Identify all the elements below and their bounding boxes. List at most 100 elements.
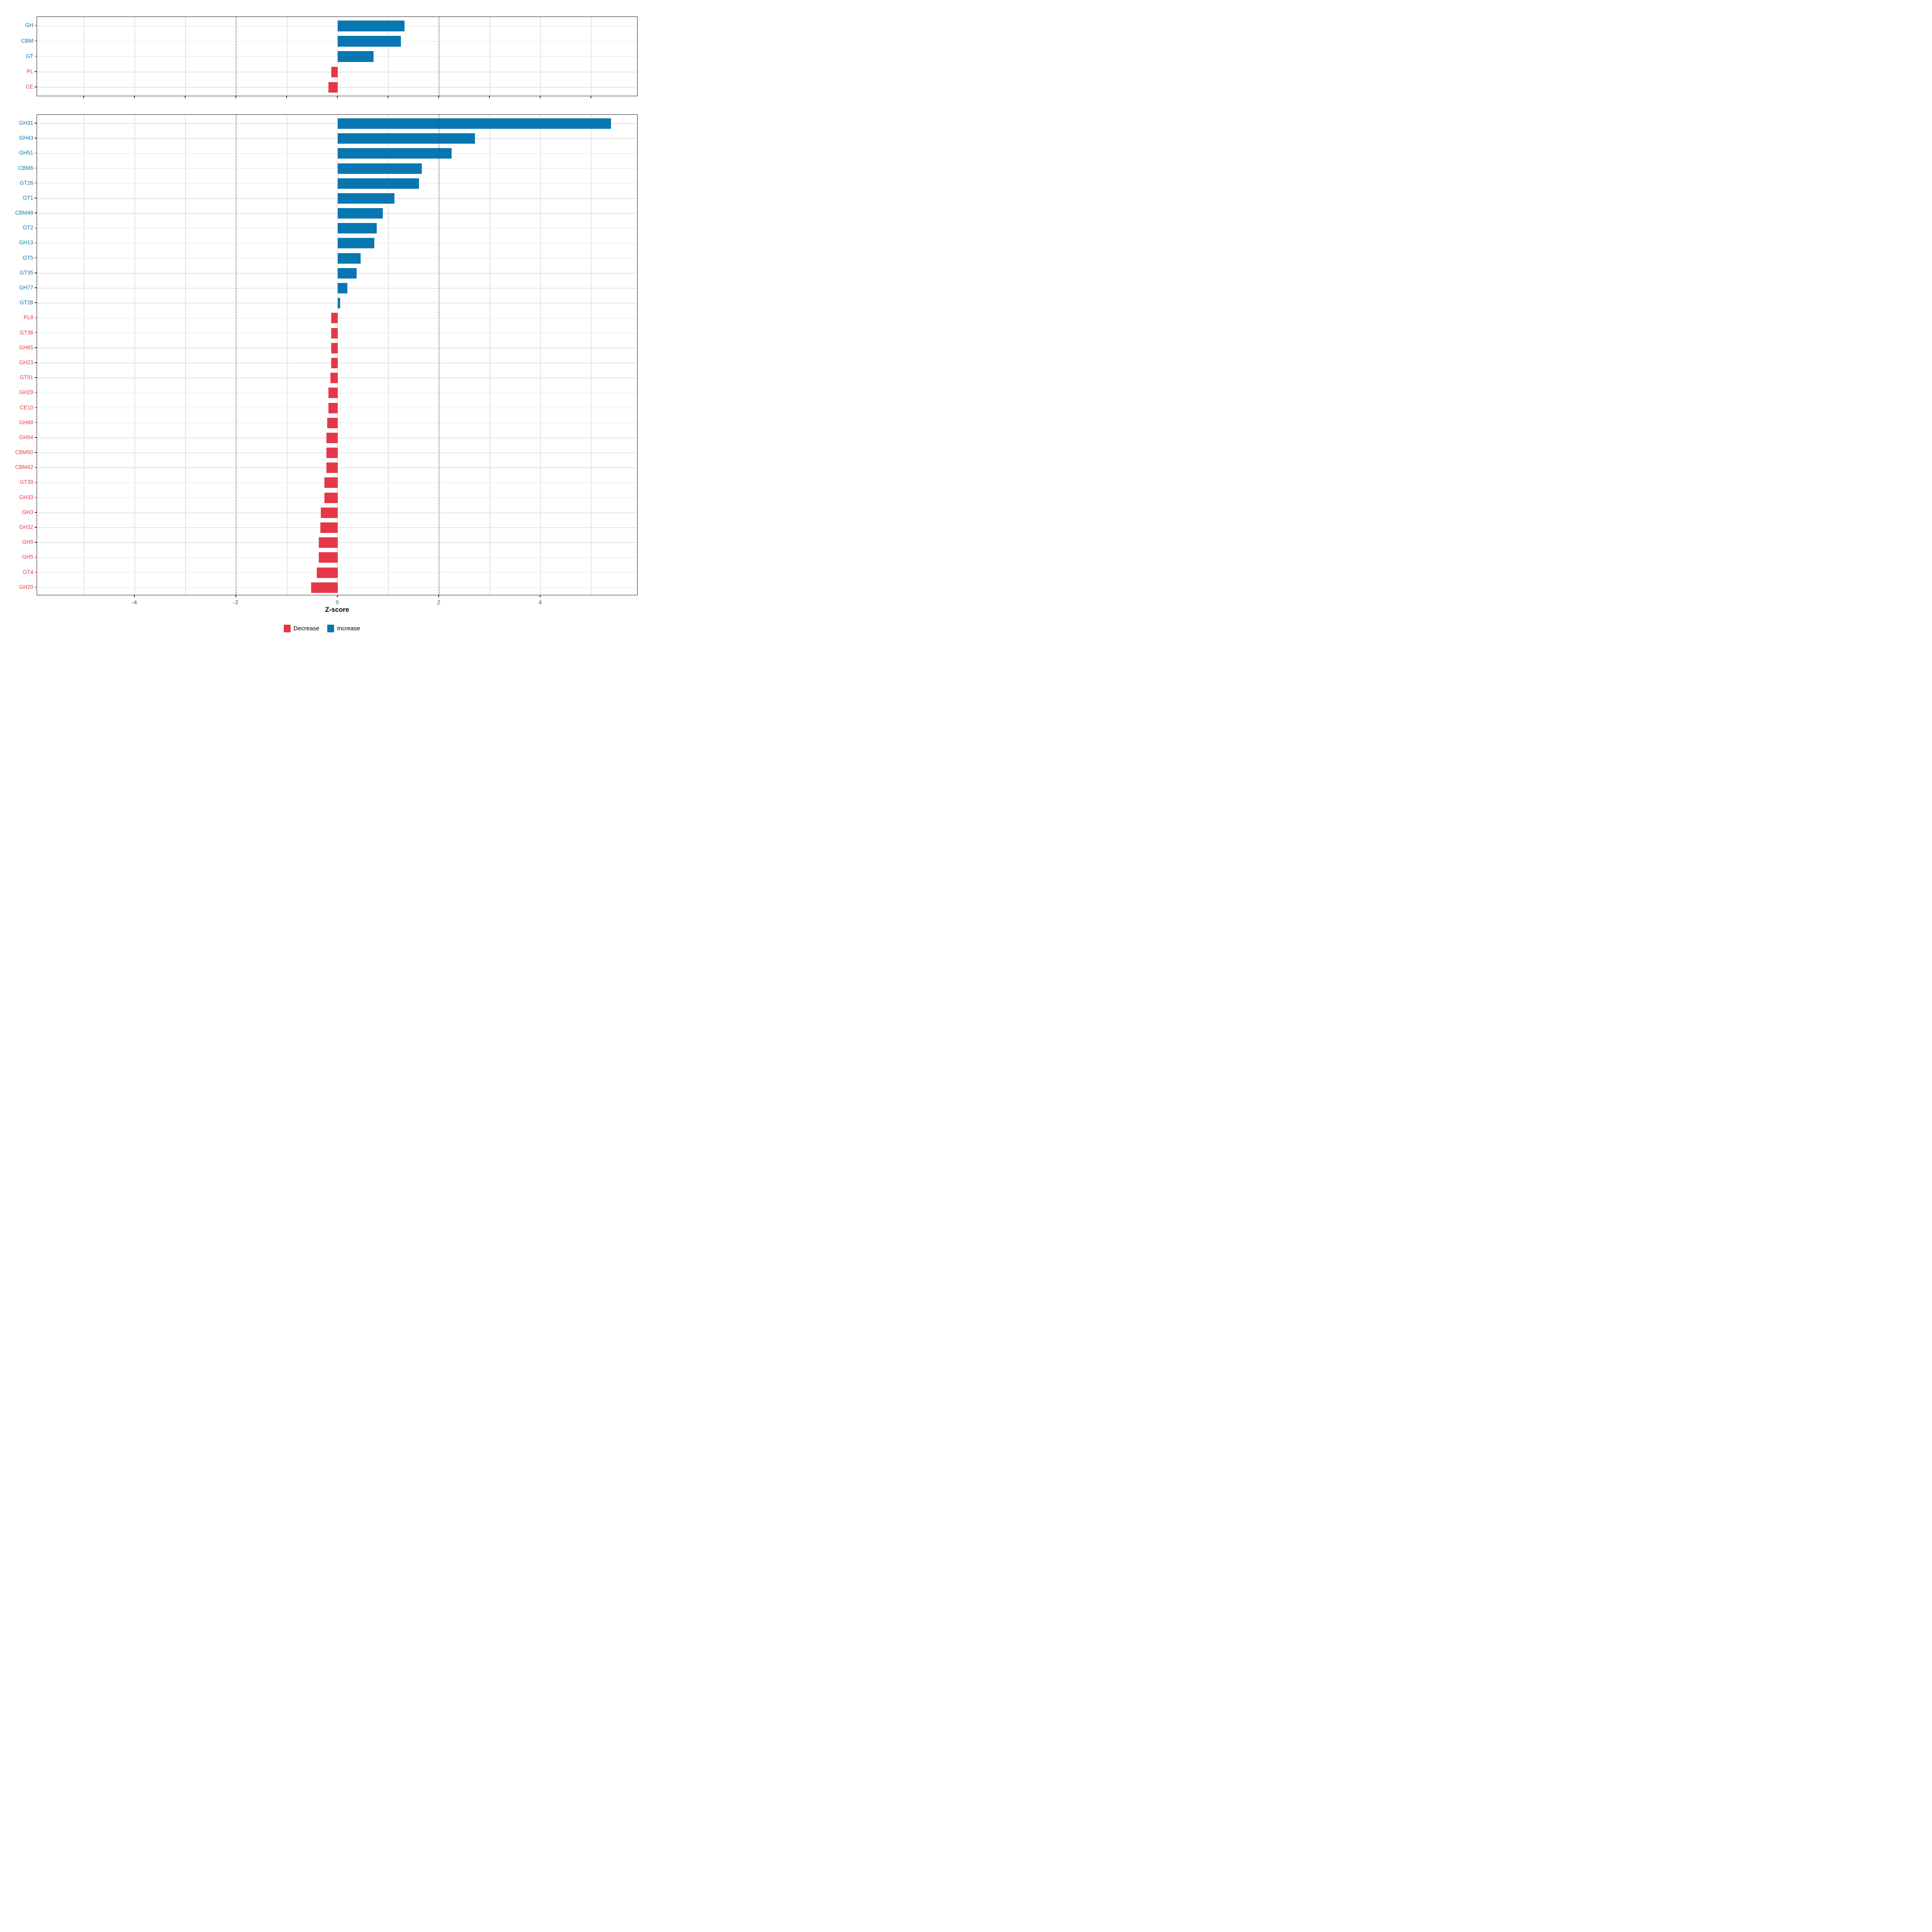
- y-axis-tick: [34, 527, 37, 528]
- y-axis-tick: [34, 167, 37, 169]
- category-label-PL: PL: [27, 68, 33, 74]
- category-label-GH33: GH33: [19, 494, 33, 500]
- horizontal-gridline: [37, 273, 638, 274]
- bar-GH: [337, 20, 405, 31]
- y-axis-tick: [34, 347, 37, 348]
- bar-GT35: [337, 268, 357, 279]
- y-axis-tick: [34, 542, 37, 543]
- y-axis-tick: [34, 437, 37, 438]
- category-label-CBM: CBM: [21, 37, 33, 44]
- bar-GH33: [324, 492, 338, 503]
- category-label-GT2: GT2: [23, 225, 33, 231]
- bar-GT: [337, 51, 374, 62]
- bar-GH3: [321, 507, 338, 518]
- bar-CBM6: [337, 163, 422, 174]
- horizontal-gridline: [37, 288, 638, 289]
- bar-GT4: [317, 567, 338, 578]
- horizontal-gridline: [37, 153, 638, 154]
- y-axis-tick: [34, 362, 37, 363]
- panel-subfamilies: [36, 114, 638, 595]
- category-label-GH20: GH20: [19, 584, 33, 590]
- y-axis-tick: [34, 452, 37, 453]
- y-axis-tick: [34, 512, 37, 513]
- x-axis-tick: [83, 96, 84, 99]
- vertical-gridline: [489, 114, 490, 595]
- y-axis-tick: [34, 557, 37, 558]
- y-axis-tick: [34, 242, 37, 244]
- horizontal-gridline: [37, 228, 638, 229]
- x-tick-label: 4: [539, 599, 542, 605]
- y-axis-tick: [34, 25, 37, 26]
- x-axis-tick: [235, 96, 236, 99]
- x-tick-label: -4: [132, 599, 137, 605]
- category-label-CBM50: CBM50: [15, 449, 33, 456]
- cazyme-zscore-figure: GH CBM GT PL CE GH31 GH43 GH51 CBM6 GT26 GT1 CBM48 G…: [0, 0, 644, 644]
- category-label-GH54: GH54: [19, 434, 33, 440]
- y-axis-tick: [34, 422, 37, 423]
- y-axis-tick: [34, 182, 37, 184]
- bar-GH23: [331, 357, 338, 368]
- category-label-CE10: CE10: [19, 404, 33, 411]
- bar-PL: [331, 66, 338, 78]
- category-label-GT36: GT36: [19, 329, 33, 336]
- category-label-GT35: GT35: [19, 269, 33, 276]
- y-axis-tick: [34, 302, 37, 303]
- category-label-GT5: GT5: [23, 254, 33, 261]
- category-label-GH51: GH51: [19, 150, 33, 156]
- x-axis-tick: [185, 96, 186, 99]
- x-axis-tick: [337, 96, 338, 99]
- bar-GH68: [327, 417, 338, 428]
- y-axis-tick: [34, 287, 37, 288]
- bar-GH77: [337, 283, 347, 294]
- y-axis-tick: [34, 407, 37, 408]
- category-label-CBM6: CBM6: [18, 165, 33, 171]
- bar-GT36: [331, 328, 338, 339]
- horizontal-gridline: [37, 243, 638, 244]
- y-axis-tick: [34, 227, 37, 229]
- horizontal-gridline: [37, 183, 638, 184]
- category-label-GT39: GT39: [19, 479, 33, 485]
- x-axis-tick: [540, 96, 541, 99]
- x-axis-tick: [134, 96, 135, 99]
- bar-GH5: [319, 552, 338, 563]
- bar-GH32: [320, 522, 338, 533]
- category-label-GT1: GT1: [23, 194, 33, 201]
- bar-GH9: [319, 537, 338, 548]
- bar-GT51: [330, 373, 338, 384]
- legend-label: Increase: [337, 625, 360, 632]
- bar-GT26: [337, 178, 419, 189]
- legend-swatch-increase: [327, 625, 334, 632]
- category-label-GH5: GH5: [22, 554, 33, 560]
- x-tick-label: 0: [336, 599, 339, 605]
- y-axis-tick: [34, 123, 37, 124]
- category-label-GH65: GH65: [19, 344, 33, 351]
- bar-GT39: [324, 477, 338, 488]
- y-axis-tick: [34, 497, 37, 498]
- category-label-GH23: GH23: [19, 359, 33, 365]
- x-axis-tick: [540, 595, 541, 597]
- legend-label: Decrease: [293, 625, 320, 632]
- category-label-GT26: GT26: [19, 180, 33, 186]
- x-axis-tick: [337, 595, 338, 597]
- y-axis-tick: [34, 56, 37, 57]
- category-label-GH31: GH31: [19, 120, 33, 126]
- bar-GT2: [337, 223, 377, 234]
- x-axis-tick: [286, 96, 287, 99]
- bar-CBM48: [337, 208, 383, 219]
- bar-GH20: [311, 582, 338, 593]
- category-label-GH43: GH43: [19, 135, 33, 141]
- y-axis-tick: [34, 332, 37, 333]
- category-label-GH3: GH3: [22, 509, 33, 515]
- horizontal-gridline: [37, 25, 638, 27]
- bar-CE10: [328, 402, 338, 413]
- legend: Decrease Increase: [0, 625, 644, 632]
- panel-families: [36, 16, 638, 97]
- vertical-gridline: [540, 114, 541, 595]
- bar-GH29: [328, 388, 338, 398]
- y-axis-tick: [34, 377, 37, 378]
- bar-PL8: [331, 313, 338, 324]
- category-label-GH32: GH32: [19, 524, 33, 530]
- bar-GH43: [337, 133, 475, 144]
- y-axis-tick: [34, 586, 37, 588]
- y-axis-tick: [34, 572, 37, 573]
